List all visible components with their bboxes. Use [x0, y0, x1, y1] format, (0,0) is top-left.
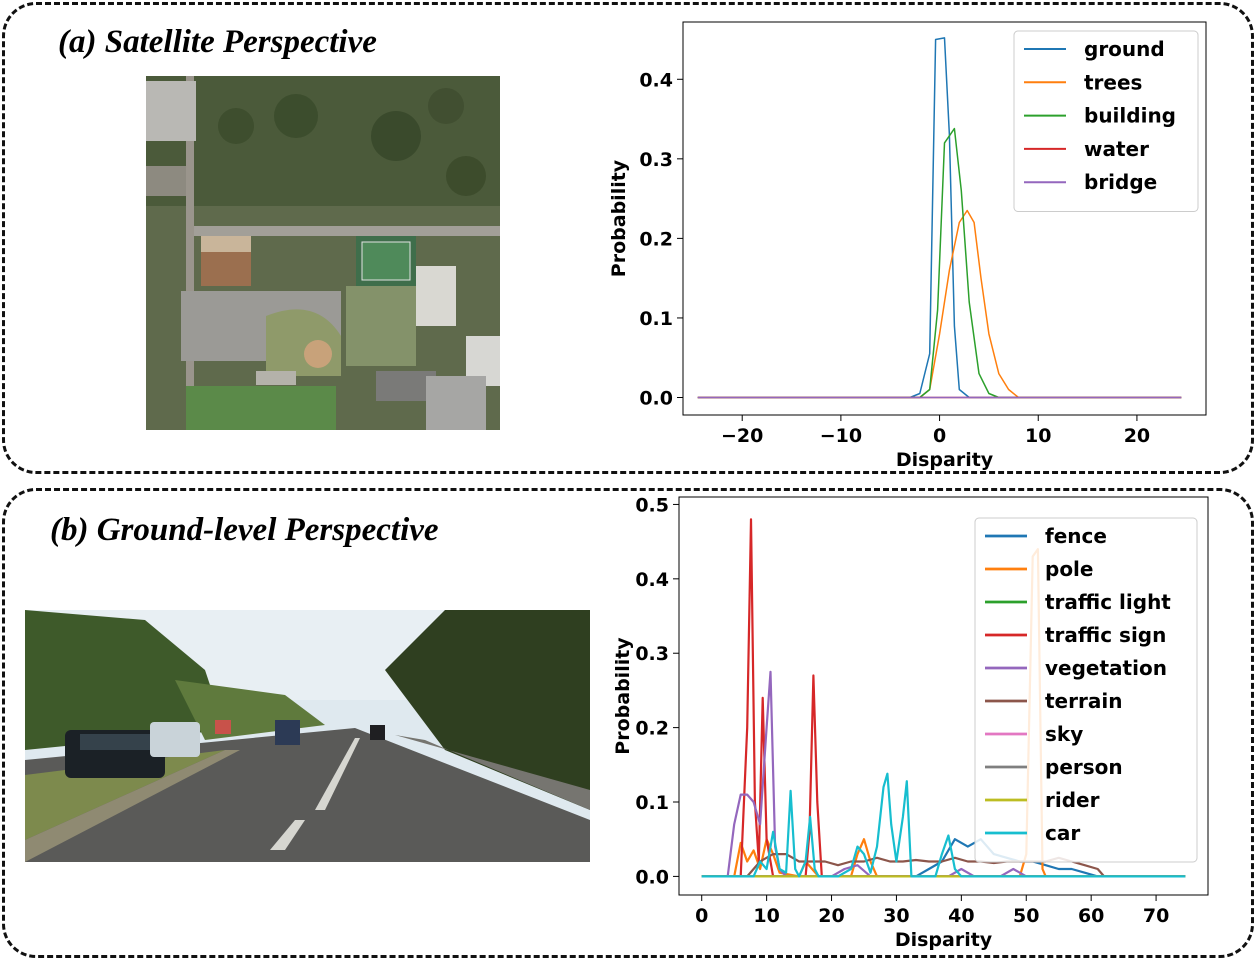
y-tick-label: 0.2	[635, 718, 669, 740]
y-tick-label: 0.4	[635, 569, 669, 591]
panel-a-title: (a) Satellite Perspective	[58, 24, 377, 60]
y-tick-label: 0.3	[635, 643, 669, 665]
ground-level-street-image	[25, 610, 590, 862]
plot-area-b	[678, 496, 1209, 896]
legend-box	[1013, 30, 1199, 212]
y-tick-label: 0.1	[635, 792, 669, 814]
x-tick-label: 0	[695, 905, 708, 927]
x-tick-label: 0	[933, 425, 946, 447]
chart-satellite-disparity: −20 −10 0 10 20 0.0 0.1 0.2 0.3 0.4 Disparity Proba…	[608, 21, 1207, 471]
x-tick-label: 20	[818, 905, 844, 927]
y-tick-label: 0.1	[639, 308, 673, 330]
legend-entry-pole: pole	[1045, 557, 1093, 581]
x-axis-label: Disparity	[896, 449, 994, 471]
y-axis-label: Probability	[608, 159, 630, 277]
satellite-aerial-image	[146, 76, 500, 430]
series-line-ground	[697, 37, 1182, 399]
legend-box	[974, 517, 1198, 863]
legend-entry-car: car	[1045, 821, 1080, 845]
series-line-traffic-sign	[701, 518, 1186, 878]
y-tick-label: 0.3	[639, 149, 673, 171]
legend-entry-water: water	[1084, 137, 1149, 161]
panel-b-title: (b) Ground-level Perspective	[50, 512, 439, 548]
x-tick-label: 10	[1025, 425, 1051, 447]
y-axis-label: Probability	[612, 637, 634, 755]
y-tick-label: 0.5	[635, 494, 669, 516]
legend-entry-traffic-sign: traffic sign	[1045, 623, 1166, 647]
legend-entry-building: building	[1084, 104, 1176, 128]
x-tick-label: 20	[1124, 425, 1150, 447]
x-tick-label: 50	[1013, 905, 1039, 927]
panel-a-frame	[2, 2, 1254, 474]
legend-entry-fence: fence	[1045, 524, 1107, 548]
legend-entry-trees: trees	[1084, 70, 1142, 94]
plot-area-a	[682, 21, 1207, 416]
legend-entry-person: person	[1045, 755, 1123, 779]
legend-entry-terrain: terrain	[1045, 689, 1122, 713]
legend-entry-traffic-light: traffic light	[1045, 590, 1171, 614]
y-tick-label: 0.0	[639, 387, 673, 409]
x-tick-label: −20	[721, 425, 763, 447]
y-tick-label: 0.0	[635, 866, 669, 888]
y-tick-label: 0.4	[639, 69, 673, 91]
series-line-building	[697, 127, 1182, 399]
legend-entry-rider: rider	[1045, 788, 1100, 812]
panel-b-frame	[2, 488, 1254, 958]
y-tick-label: 0.2	[639, 228, 673, 250]
x-axis-label: Disparity	[895, 929, 993, 951]
legend-entry-vegetation: vegetation	[1045, 656, 1167, 680]
legend-entry-bridge: bridge	[1084, 170, 1157, 194]
x-tick-label: 40	[948, 905, 974, 927]
legend-entry-sky: sky	[1045, 722, 1083, 746]
series-line-car	[701, 772, 1186, 878]
legend-entry-ground: ground	[1084, 37, 1165, 61]
x-tick-label: 10	[753, 905, 779, 927]
x-tick-label: 60	[1078, 905, 1104, 927]
x-tick-label: 70	[1143, 905, 1169, 927]
x-tick-label: 30	[883, 905, 909, 927]
x-tick-label: −10	[820, 425, 862, 447]
